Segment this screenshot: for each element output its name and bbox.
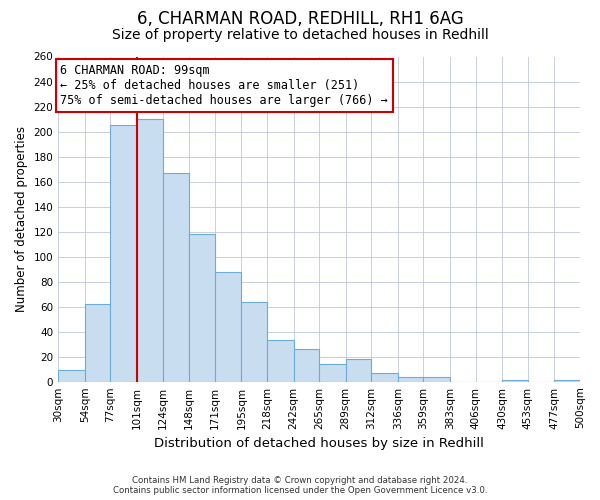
Bar — [554, 380, 580, 382]
Bar — [424, 376, 450, 382]
Text: 6 CHARMAN ROAD: 99sqm
← 25% of detached houses are smaller (251)
75% of semi-det: 6 CHARMAN ROAD: 99sqm ← 25% of detached … — [61, 64, 388, 107]
Bar — [137, 119, 163, 382]
Text: 6, CHARMAN ROAD, REDHILL, RH1 6AG: 6, CHARMAN ROAD, REDHILL, RH1 6AG — [137, 10, 463, 28]
Y-axis label: Number of detached properties: Number of detached properties — [15, 126, 28, 312]
Text: Size of property relative to detached houses in Redhill: Size of property relative to detached ho… — [112, 28, 488, 42]
X-axis label: Distribution of detached houses by size in Redhill: Distribution of detached houses by size … — [154, 437, 484, 450]
Bar — [267, 340, 293, 382]
Bar — [163, 173, 189, 382]
Bar — [502, 380, 528, 382]
Bar — [110, 126, 137, 382]
Bar — [58, 370, 85, 382]
Bar — [215, 272, 241, 382]
Bar — [398, 376, 424, 382]
Bar — [85, 304, 110, 382]
Bar — [371, 373, 398, 382]
Bar — [346, 359, 371, 382]
Text: Contains HM Land Registry data © Crown copyright and database right 2024.
Contai: Contains HM Land Registry data © Crown c… — [113, 476, 487, 495]
Bar — [293, 349, 319, 382]
Bar — [189, 234, 215, 382]
Bar — [241, 302, 267, 382]
Bar — [319, 364, 346, 382]
